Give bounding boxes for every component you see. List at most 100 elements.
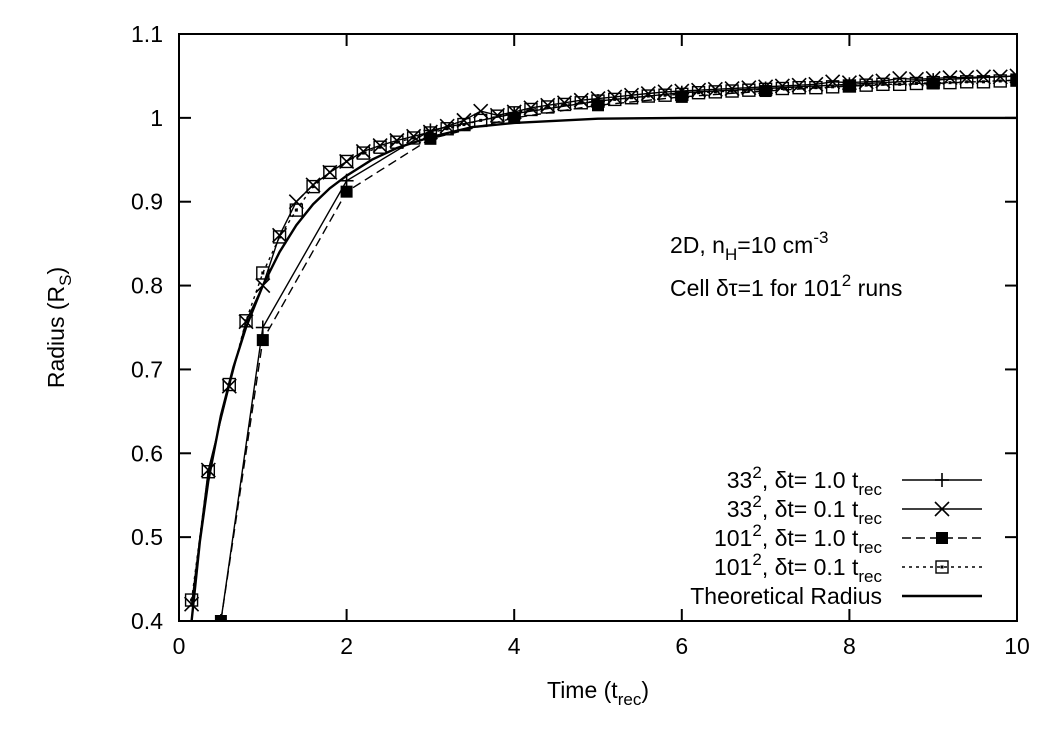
data-point xyxy=(640,85,656,102)
data-point xyxy=(490,109,505,123)
text-run: rec xyxy=(858,480,882,499)
y-tick-label: 0.6 xyxy=(131,440,163,466)
data-point xyxy=(524,102,538,117)
data-point xyxy=(926,75,940,90)
annotation-text: 2D, nH=10 cm-3 xyxy=(670,228,828,264)
data-point xyxy=(591,94,605,108)
data-point xyxy=(1011,74,1017,87)
data-point xyxy=(859,78,873,92)
legend-entry: 1012, δt= 1.0 trec xyxy=(714,521,982,557)
legend-label: Theoretical Radius xyxy=(690,583,882,609)
data-point xyxy=(658,88,672,102)
legend-label: 1012, δt= 1.0 trec xyxy=(714,521,883,557)
y-tick-label: 1 xyxy=(150,105,163,131)
data-point xyxy=(456,112,472,128)
data-point xyxy=(943,75,957,90)
series-line xyxy=(220,79,1017,621)
text-run: Time (t xyxy=(547,677,618,703)
data-point xyxy=(993,74,1007,88)
data-point xyxy=(608,92,622,107)
data-point xyxy=(373,140,387,154)
data-point xyxy=(691,85,706,100)
text-run: runs xyxy=(851,275,902,301)
text-run: 101 xyxy=(714,525,752,551)
x-tick-label: 4 xyxy=(508,633,521,659)
text-run: 2 xyxy=(752,463,761,482)
data-point xyxy=(406,131,421,145)
data-point xyxy=(825,80,840,94)
data-point xyxy=(675,90,688,103)
data-point xyxy=(323,165,337,180)
y-tick-label: 0.8 xyxy=(131,273,163,299)
data-point xyxy=(541,100,555,114)
y-tick-label: 0.9 xyxy=(131,189,163,215)
data-point xyxy=(792,80,806,95)
data-point xyxy=(272,230,287,244)
data-point xyxy=(557,97,572,112)
data-point xyxy=(809,80,823,95)
legend-marker xyxy=(936,532,948,544)
text-run: H xyxy=(725,245,737,264)
data-point xyxy=(457,117,471,132)
data-point xyxy=(573,92,589,108)
text-run: 33 xyxy=(727,496,753,522)
text-run: Cell δτ=1 for 101 xyxy=(670,275,842,301)
plot-frame xyxy=(178,33,1018,622)
data-point xyxy=(759,85,772,98)
data-point xyxy=(858,74,874,90)
x-tick-label: 0 xyxy=(173,633,186,659)
data-point xyxy=(624,91,639,105)
text-run: 2 xyxy=(752,521,761,540)
data-point xyxy=(623,87,640,103)
text-run: 2 xyxy=(752,492,761,511)
legend-entry: 332, δt= 0.1 trec xyxy=(727,492,982,528)
data-point xyxy=(508,111,521,124)
text-run: 2 xyxy=(752,550,761,569)
series-line xyxy=(190,116,1017,621)
text-run: 101 xyxy=(714,554,752,580)
series-5 xyxy=(190,116,1017,621)
text-run: 2 xyxy=(842,271,851,290)
data-point xyxy=(184,596,200,612)
text-run: ) xyxy=(641,677,649,703)
legend-marker xyxy=(934,501,950,517)
text-run: , δt= 0.1 t xyxy=(762,554,859,580)
data-point xyxy=(289,203,304,217)
y-tick-label: 1.1 xyxy=(131,21,163,47)
text-run: , δt= 1.0 t xyxy=(762,467,859,493)
y-axis-label-group: Radius (RS) xyxy=(43,267,75,388)
legend-label: 1012, δt= 0.1 trec xyxy=(714,550,883,586)
text-run: Radius (R xyxy=(43,286,69,388)
data-point xyxy=(339,154,354,169)
data-point xyxy=(657,84,673,100)
data-point xyxy=(306,179,320,194)
data-point xyxy=(875,73,891,89)
data-point xyxy=(288,194,304,210)
text-run: 33 xyxy=(727,467,753,493)
legend-entry: 1012, δt= 0.1 trec xyxy=(714,550,982,586)
y-tick-label: 0.5 xyxy=(131,524,163,550)
text-run: rec xyxy=(858,509,882,528)
data-point xyxy=(256,334,269,347)
y-tick-label: 0.4 xyxy=(131,608,163,634)
text-run: =10 cm xyxy=(737,232,813,258)
data-point xyxy=(255,320,270,335)
data-point xyxy=(758,82,773,97)
legend-marker xyxy=(935,473,949,487)
data-point xyxy=(725,84,739,98)
legend-entry: Theoretical Radius xyxy=(690,583,982,609)
data-point xyxy=(892,77,907,92)
legend-label: 332, δt= 1.0 trec xyxy=(727,463,883,499)
text-run: rec xyxy=(858,538,882,557)
data-point xyxy=(473,103,489,119)
data-point xyxy=(976,75,991,89)
x-tick-label: 6 xyxy=(675,633,688,659)
data-point xyxy=(184,593,199,607)
legend-marker xyxy=(935,560,949,574)
x-tick-label: 8 xyxy=(843,633,856,659)
text-run: rec xyxy=(618,690,642,709)
data-point xyxy=(960,75,974,89)
text-run: , δt= 0.1 t xyxy=(762,496,859,522)
